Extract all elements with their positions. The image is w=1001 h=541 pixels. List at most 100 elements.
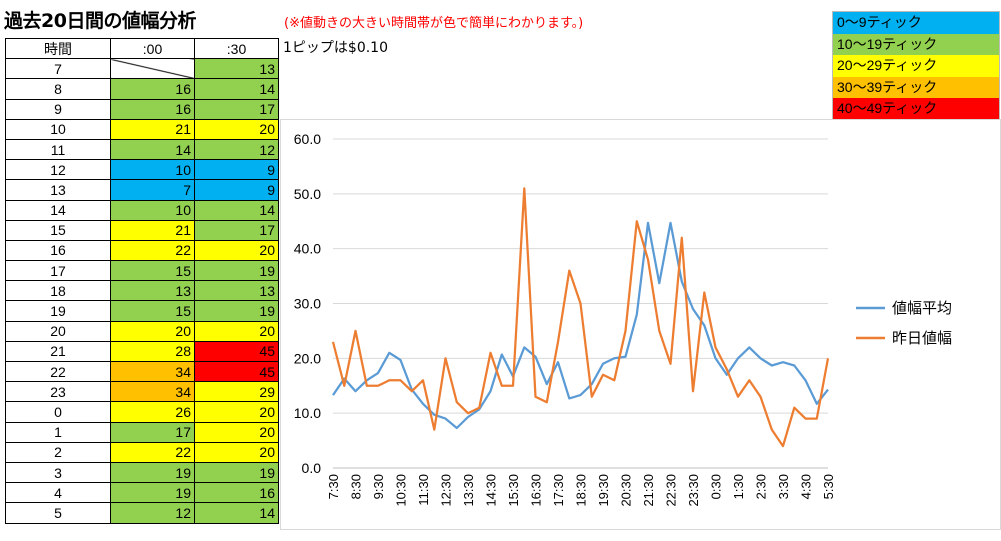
cell-30[interactable]: 20 (194, 118, 279, 140)
color-legend-item: 20～29ティック (832, 55, 1000, 77)
cell-30[interactable]: 16 (194, 482, 279, 504)
y-tick-label: 40.0 (294, 241, 321, 257)
cell-30[interactable]: 19 (194, 461, 279, 484)
cell-30[interactable]: 19 (194, 260, 279, 282)
cell-30[interactable]: 14 (194, 199, 279, 221)
cell-00[interactable]: 16 (110, 98, 195, 120)
cell-hour[interactable]: 2 (5, 441, 111, 463)
table-header-row: 時間 :00 :30 (5, 37, 279, 60)
cell-00[interactable]: 7 (110, 179, 195, 201)
x-tick-label: 7:30 (326, 474, 341, 499)
x-tick-label: 23:30 (686, 474, 701, 507)
cell-30[interactable]: 17 (194, 98, 279, 120)
color-legend: 0～9ティック 10～19ティック 20～29ティック 30～39ティック 40～49テ… (832, 11, 1000, 121)
table-row: 11 14 12 (5, 138, 279, 161)
cell-30[interactable]: 13 (194, 58, 279, 80)
table-row: 16 22 20 (5, 239, 279, 262)
cell-hour[interactable]: 13 (5, 179, 111, 201)
cell-hour[interactable]: 12 (5, 159, 111, 181)
cell-00[interactable]: 28 (110, 340, 195, 363)
cell-hour[interactable]: 23 (5, 381, 111, 403)
cell-30[interactable]: 20 (194, 320, 279, 342)
cell-00[interactable]: 21 (110, 118, 195, 140)
cell-00[interactable]: 13 (110, 280, 195, 302)
cell-hour[interactable]: 8 (5, 78, 111, 100)
cell-30[interactable]: 9 (194, 159, 279, 181)
cell-00[interactable]: 26 (110, 401, 195, 423)
y-tick-label: 30.0 (294, 296, 321, 312)
cell-hour[interactable]: 1 (5, 421, 111, 443)
cell-hour[interactable]: 10 (5, 118, 111, 140)
cell-hour[interactable]: 16 (5, 239, 111, 262)
color-legend-item: 0～9ティック (832, 11, 1000, 34)
cell-00[interactable]: 34 (110, 381, 195, 403)
legend-label: 値幅平均 (892, 300, 952, 317)
cell-hour[interactable]: 14 (5, 199, 111, 221)
cell-00[interactable]: 15 (110, 300, 195, 322)
page-title: 過去20日間の値幅分析 (4, 10, 196, 32)
cell-00[interactable]: 19 (110, 482, 195, 504)
cell-30[interactable]: 45 (194, 340, 279, 363)
cell-00[interactable]: 10 (110, 159, 195, 181)
cell-hour[interactable]: 20 (5, 320, 111, 342)
cell-30[interactable]: 17 (194, 219, 279, 241)
cell-hour[interactable]: 11 (5, 138, 111, 161)
cell-00[interactable]: 16 (110, 78, 195, 100)
cell-hour[interactable]: 3 (5, 461, 111, 484)
cell-00[interactable]: 19 (110, 461, 195, 484)
header-hour[interactable]: 時間 (5, 37, 111, 60)
cell-hour[interactable]: 7 (5, 58, 111, 80)
cell-hour[interactable]: 21 (5, 340, 111, 363)
x-tick-label: 0:30 (709, 474, 724, 499)
cell-00[interactable]: 17 (110, 421, 195, 443)
x-tick-label: 13:30 (461, 474, 476, 507)
cell-hour[interactable]: 5 (5, 502, 111, 524)
cell-30[interactable]: 45 (194, 360, 279, 383)
x-tick-label: 9:30 (371, 474, 386, 499)
cell-30[interactable]: 12 (194, 138, 279, 161)
cell-00[interactable]: 20 (110, 320, 195, 342)
x-tick-label: 16:30 (529, 474, 544, 507)
cell-hour[interactable]: 4 (5, 482, 111, 504)
cell-hour[interactable]: 0 (5, 401, 111, 423)
cell-30[interactable]: 9 (194, 179, 279, 201)
cell-00[interactable]: 14 (110, 138, 195, 161)
cell-00[interactable]: 22 (110, 441, 195, 463)
table-row: 17 15 19 (5, 260, 279, 282)
cell-30[interactable]: 20 (194, 441, 279, 463)
cell-30[interactable]: 20 (194, 421, 279, 443)
cell-30[interactable]: 14 (194, 78, 279, 100)
cell-hour[interactable]: 15 (5, 219, 111, 241)
color-note: (※値動きの大きい時間帯が色で簡単にわかります。) (284, 16, 584, 31)
table-row: 20 20 20 (5, 320, 279, 342)
y-tick-label: 50.0 (294, 186, 321, 202)
cell-hour[interactable]: 17 (5, 260, 111, 282)
table-row: 3 19 19 (5, 461, 279, 484)
cell-hour[interactable]: 19 (5, 300, 111, 322)
table-row: 12 10 9 (5, 159, 279, 181)
table-row: 19 15 19 (5, 300, 279, 322)
cell-30[interactable]: 20 (194, 239, 279, 262)
cell-00[interactable]: 12 (110, 502, 195, 524)
header-30[interactable]: :30 (194, 37, 279, 60)
cell-hour[interactable]: 9 (5, 98, 111, 120)
cell-30[interactable]: 14 (194, 502, 279, 524)
x-tick-label: 17:30 (551, 474, 566, 507)
cell-hour[interactable]: 18 (5, 280, 111, 302)
cell-00[interactable]: 21 (110, 219, 195, 241)
cell-30[interactable]: 20 (194, 401, 279, 423)
header-00[interactable]: :00 (110, 37, 195, 60)
table-row: 2 22 20 (5, 441, 279, 463)
table-row: 21 28 45 (5, 340, 279, 363)
cell-00[interactable]: 15 (110, 260, 195, 282)
cell-hour[interactable]: 22 (5, 360, 111, 383)
x-tick-label: 11:30 (416, 474, 431, 506)
cell-00[interactable] (110, 58, 195, 80)
cell-30[interactable]: 19 (194, 300, 279, 322)
cell-00[interactable]: 34 (110, 360, 195, 383)
cell-00[interactable]: 10 (110, 199, 195, 221)
cell-30[interactable]: 29 (194, 381, 279, 403)
table-row: 8 16 14 (5, 78, 279, 100)
cell-00[interactable]: 22 (110, 239, 195, 262)
cell-30[interactable]: 13 (194, 280, 279, 302)
